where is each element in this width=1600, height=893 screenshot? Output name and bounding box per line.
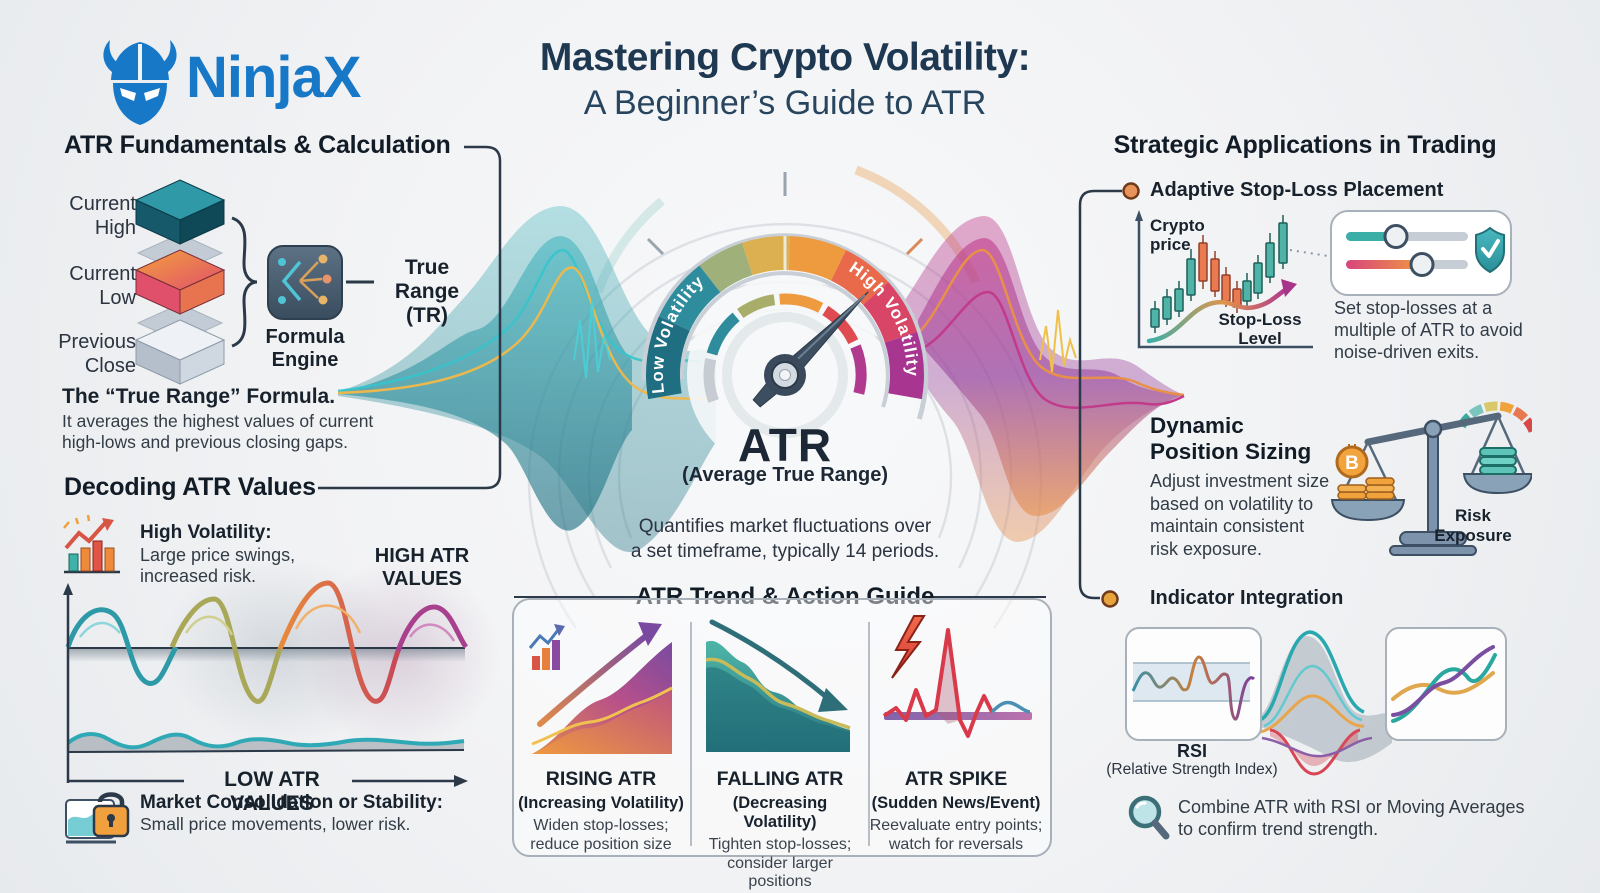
right-volatility-wave-graphic <box>905 216 1185 542</box>
crypto-price-label: Crypto price <box>1150 216 1205 254</box>
ninjax-logo-icon <box>103 40 177 125</box>
shield-check-icon <box>1475 226 1505 274</box>
stop-loss-sliders <box>1346 224 1505 277</box>
guide-heading: ATR Trend & Action Guide <box>635 583 935 610</box>
stack-label-current-low: Current Low <box>69 263 136 309</box>
risk-exposure-label: Risk Exposure <box>1434 506 1512 545</box>
guide-col-spike: ATR SPIKE (Sudden News/Event) Reevaluate… <box>869 768 1043 853</box>
bullet-icon <box>1101 590 1119 608</box>
high-volatility-title: High Volatility: <box>140 522 272 543</box>
stop-loss-title: Adaptive Stop-Loss Placement <box>1150 179 1444 201</box>
consolidation-title: Market Consolidation or Stability: <box>140 792 443 813</box>
left-volatility-wave-graphic <box>337 206 716 553</box>
stop-loss-body: Set stop-losses at a multiple of ATR to … <box>1334 298 1523 362</box>
rsi-chart <box>1131 655 1256 721</box>
title-line2: A Beginner’s Guide to ATR <box>583 84 987 122</box>
formula-engine-icon <box>267 245 343 320</box>
bullet-icon <box>1122 182 1140 200</box>
market-stability-lock-icon <box>65 792 130 844</box>
decoding-heading: Decoding ATR Values <box>64 473 316 501</box>
true-range-label: True Range (TR) <box>394 256 460 327</box>
formula-body: It averages the highest values of curren… <box>62 411 374 452</box>
high-volatility-icon <box>63 514 120 574</box>
formula-title: The “True Range” Formula. <box>62 385 336 408</box>
consolidation-body: Small price movements, lower risk. <box>140 814 411 834</box>
svg-text:B: B <box>1345 453 1359 474</box>
high-volatility-body: Large price swings, increased risk. <box>140 545 296 586</box>
balance-scale-graphic: B <box>1330 401 1532 556</box>
formula-engine-label: Formula Engine <box>265 326 345 371</box>
rising-bars-icon <box>528 624 565 670</box>
lightning-bolt-icon <box>891 615 926 679</box>
risk-gauge-arc <box>1457 401 1532 433</box>
stop-loss-level-label: Stop-Loss Level <box>1218 310 1302 348</box>
guide-col-rising: RISING ATR (Increasing Volatility) Widen… <box>518 768 684 853</box>
brace-graphic <box>231 216 258 348</box>
gauge-title: ATR <box>737 419 833 471</box>
position-sizing-body: Adjust investment size based on volatili… <box>1150 471 1330 559</box>
guide-divider <box>690 622 692 846</box>
rsi-sublabel: (Relative Strength Index) <box>1106 761 1278 778</box>
page-title: Mastering Crypto Volatility: A Beginner’… <box>485 36 1085 123</box>
crypto-price-candlestick-chart <box>1135 210 1313 349</box>
magnifier-icon <box>1128 795 1170 840</box>
slider-knob <box>1409 252 1435 277</box>
gauge-subtitle: (Average True Range) <box>682 464 888 486</box>
left-bracket-line <box>318 145 502 490</box>
stack-label-current-high: Current High <box>69 193 136 239</box>
atr-gauge: Low Volatility High Volatility <box>641 233 929 473</box>
integration-body: Combine ATR with RSI or Moving Averages … <box>1178 797 1525 839</box>
gauge-description: Quantifies market fluctuations over a se… <box>630 516 940 562</box>
stack-label-previous-close: Previous Close <box>58 331 136 377</box>
integration-waves-graphic <box>1257 630 1392 776</box>
right-connector-line <box>1078 189 1122 600</box>
moving-averages-chart <box>1391 645 1497 723</box>
gauge-needle <box>752 291 869 408</box>
guide-col-falling: FALLING ATR (Decreasing Volatility) Tigh… <box>708 768 852 890</box>
rsi-label: RSI <box>1176 741 1207 761</box>
atr-wave-chart <box>63 580 469 787</box>
title-line1: Mastering Crypto Volatility: <box>539 36 1031 79</box>
applications-heading: Strategic Applications in Trading <box>1113 131 1497 159</box>
guide-divider <box>868 622 870 846</box>
fundamentals-heading: ATR Fundamentals & Calculation <box>64 131 451 159</box>
high-atr-label: HIGH ATR VALUES <box>374 545 470 590</box>
position-sizing-title: Dynamic Position Sizing <box>1150 413 1312 464</box>
slider-knob <box>1383 224 1409 249</box>
teal-coins-icon <box>1479 447 1517 475</box>
integration-title: Indicator Integration <box>1150 587 1344 609</box>
atr-spike-chart <box>882 615 1032 738</box>
falling-atr-chart <box>705 619 851 752</box>
rising-atr-chart <box>528 622 673 754</box>
bitcoin-icon: B <box>1335 444 1369 479</box>
price-stack-graphic <box>134 179 226 385</box>
logo-text: NinjaX <box>186 45 361 110</box>
low-atr-label: LOW ATR VALUES <box>224 768 320 815</box>
